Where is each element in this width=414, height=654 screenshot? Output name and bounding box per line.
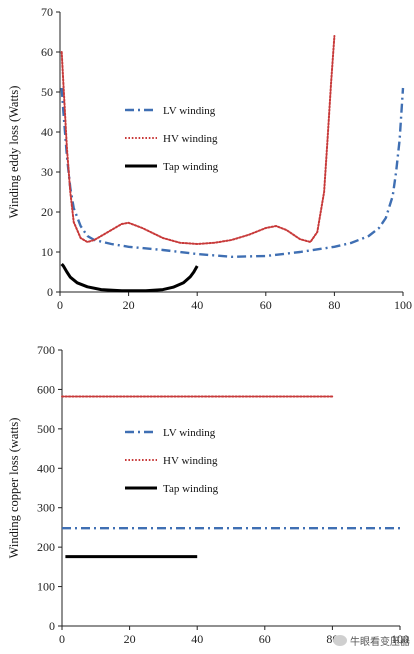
y-tick-label: 100	[37, 580, 55, 594]
series-line-hv-winding	[60, 35, 336, 245]
watermark: 牛眼看变压器	[333, 633, 410, 648]
y-tick-label: 200	[37, 540, 55, 554]
y-tick-label: 30	[41, 165, 53, 179]
series-line-lv-winding	[60, 87, 405, 258]
chart-1: 0 10 20 30 40 50 60 70 0 20 40 60 80 100 Winding eddy …	[7, 5, 412, 312]
y-tick-label: 400	[37, 461, 55, 475]
y-tick-label: 700	[37, 343, 55, 357]
watermark-text: 牛眼看变压器	[350, 637, 410, 648]
y-tick-label: 20	[41, 205, 53, 219]
x-tick-label: 20	[123, 298, 135, 312]
y-axis-label: Winding eddy loss (Watts)	[7, 86, 21, 219]
series-line-tap-winding	[60, 263, 199, 293]
x-tick-label: 100	[394, 298, 412, 312]
legend-label: Tap winding	[163, 483, 219, 495]
y-tick-label: 60	[41, 45, 53, 59]
x-tick-label: 80	[328, 298, 340, 312]
y-tick-label: 600	[37, 382, 55, 396]
y-tick-label: 10	[41, 245, 53, 259]
y-tick-label: 300	[37, 501, 55, 515]
x-tick-label: 20	[124, 632, 136, 646]
x-tick-label: 0	[57, 298, 63, 312]
x-tick-label: 60	[259, 632, 271, 646]
y-tick-label: 50	[41, 85, 53, 99]
y-tick-label: 70	[41, 5, 53, 19]
y-tick-label: 500	[37, 422, 55, 436]
wechat-icon	[333, 635, 347, 646]
x-tick-label: 60	[260, 298, 272, 312]
y-axis-label: Winding copper loss (watts)	[7, 418, 21, 559]
x-tick-label: 0	[59, 632, 65, 646]
legend-label: LV winding	[163, 105, 216, 117]
y-tick-label: 0	[47, 285, 53, 299]
legend-label: LV winding	[163, 427, 216, 439]
x-tick-label: 40	[191, 632, 203, 646]
legend-label: HV winding	[163, 133, 218, 145]
x-tick-label: 40	[191, 298, 203, 312]
y-tick-label: 40	[41, 125, 53, 139]
legend-label: Tap winding	[163, 161, 219, 173]
legend-label: HV winding	[163, 455, 218, 467]
chart-2: 0100200300400500600700020406080100Windin…	[7, 343, 409, 646]
x-tick-label: 100	[391, 632, 409, 646]
y-tick-label: 0	[49, 619, 55, 633]
